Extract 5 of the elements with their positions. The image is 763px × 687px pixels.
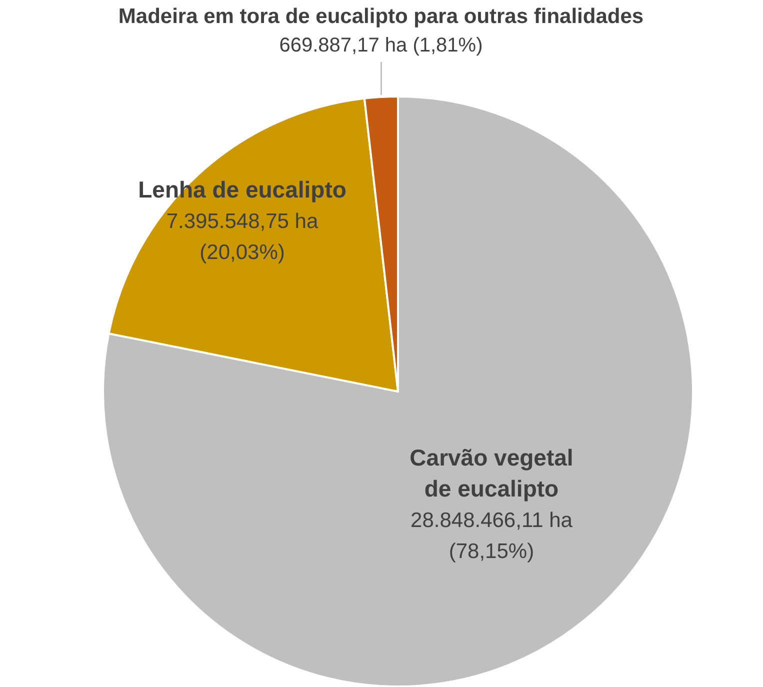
slice-label: Madeira em tora de eucalipto para outras finalidades — [118, 4, 644, 28]
data-label: 669.887,17 ha (1,81%) — [279, 34, 483, 57]
data-label: 28.848.466,11 ha (78,15%) — [410, 508, 573, 563]
data-label: 7.395.548,75 ha (20,03%) — [166, 210, 318, 264]
slice-label: Carvão vegetal de eucalipto — [410, 444, 574, 502]
